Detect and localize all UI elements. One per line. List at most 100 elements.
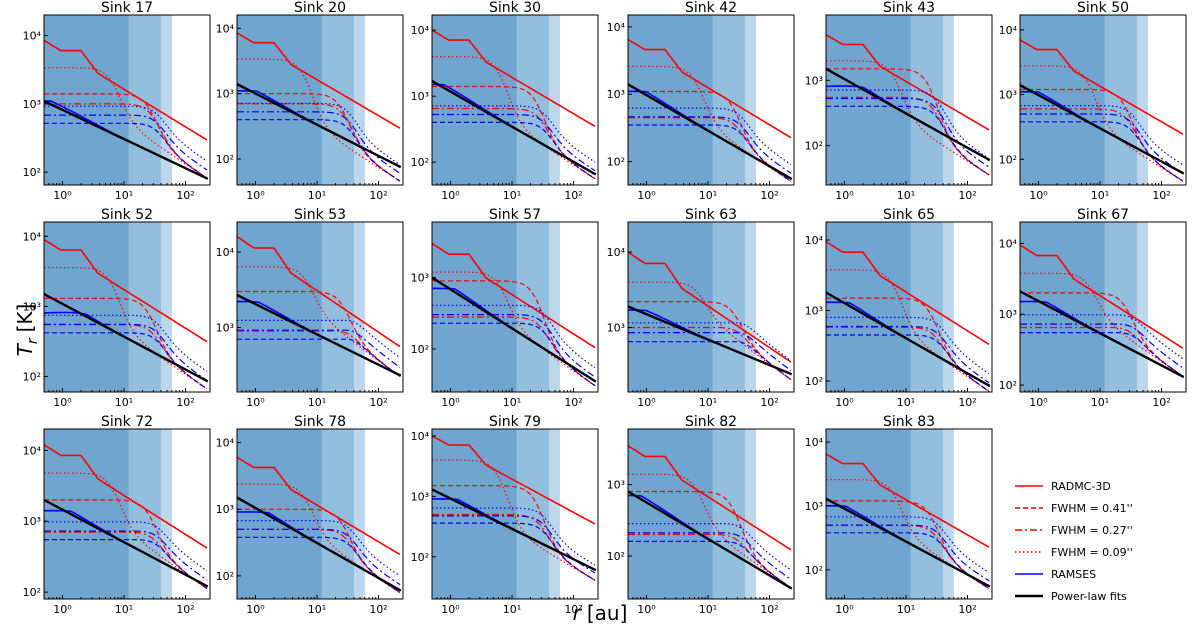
- y-axis-label: Tr[K]: [13, 304, 41, 357]
- legend-label: FWHM = 0.09'': [1051, 546, 1133, 559]
- shaded-band: [237, 222, 322, 392]
- x-tick-label: 10¹: [1091, 396, 1109, 409]
- radmc-line: [44, 444, 208, 549]
- series-group: [432, 29, 597, 180]
- radmc-line: [628, 38, 792, 139]
- fwhm-0.41-line: [1020, 88, 1184, 182]
- axes-frame: [627, 428, 795, 600]
- series-group: [237, 32, 402, 182]
- radmc-line: [432, 29, 596, 127]
- x-tick-label: 10¹: [897, 603, 915, 616]
- x-tick-label: 10¹: [699, 603, 717, 616]
- shaded-band: [745, 15, 756, 185]
- shaded-band: [1020, 222, 1105, 392]
- fwhm-0.27-line: [628, 117, 792, 182]
- x-tick-label: 10¹: [897, 189, 915, 202]
- fwhm-0.09-line: [432, 56, 596, 180]
- x-tick-label: 10¹: [503, 189, 521, 202]
- x-tick-label: 10¹: [503, 396, 521, 409]
- ramses-fwhm-0.09-line: [628, 322, 792, 362]
- y-tick-label: 10³: [805, 74, 823, 87]
- shaded-band: [432, 222, 517, 392]
- axes-frame: [431, 428, 599, 600]
- x-tick-label: 10²: [958, 396, 976, 409]
- ramses-fwhm-0.09-line: [1020, 105, 1184, 166]
- shaded-band: [516, 15, 550, 185]
- x-tick-label: 10⁰: [53, 603, 72, 616]
- shaded-band: [549, 429, 560, 599]
- x-tick-label: 10⁰: [637, 396, 656, 409]
- axes-frame: [43, 428, 211, 600]
- radmc-line: [826, 34, 990, 131]
- power-law-fit-line: [826, 291, 991, 388]
- panel-sink-42: 10⁰ 10¹ 10² 10² 10³ 10⁴ Sink 42: [607, 0, 795, 202]
- fwhm-0.09-line: [628, 473, 792, 589]
- shaded-band: [516, 429, 550, 599]
- shaded-band: [910, 429, 944, 599]
- y-tick-label: 10²: [216, 153, 234, 166]
- x-tick-label: 10⁰: [637, 189, 656, 202]
- series-group: [826, 453, 991, 590]
- panel-sink-53: 10⁰ 10¹ 10² 10³ 10⁴ Sink 53: [216, 207, 404, 409]
- panel-sink-17: 10⁰ 10¹ 10² 10² 10³ 10⁴ Sink 17: [23, 0, 211, 202]
- x-tick-label: 10¹: [308, 603, 326, 616]
- x-tick-label: 10⁰: [53, 189, 72, 202]
- x-tick-label: 10⁰: [637, 603, 656, 616]
- power-law-fit-line: [628, 83, 793, 181]
- y-tick-label: 10²: [607, 550, 625, 563]
- ramses-fwhm-0.09-line: [628, 107, 792, 165]
- axes-frame: [43, 221, 211, 393]
- panel-title: Sink 53: [294, 207, 346, 223]
- shaded-band: [432, 429, 517, 599]
- shaded-band: [1104, 222, 1138, 392]
- fwhm-0.27-line: [628, 533, 792, 589]
- fwhm-0.09-line: [432, 271, 596, 387]
- shaded-band: [745, 429, 756, 599]
- x-tick-label: 10²: [760, 189, 778, 202]
- panel-sink-63: 10⁰ 10¹ 10² 10³ 10⁴ Sink 63: [607, 207, 795, 409]
- x-tick-label: 10¹: [115, 603, 133, 616]
- legend-label: RADMC-3D: [1051, 480, 1111, 493]
- y-tick-label: 10³: [216, 322, 234, 335]
- radmc-line: [432, 242, 596, 349]
- x-tick-label: 10¹: [308, 189, 326, 202]
- y-tick-label: 10⁴: [411, 24, 430, 37]
- panel-title: Sink 43: [883, 0, 935, 16]
- panel-sink-50: 10⁰ 10¹ 10² 10² 10³ 10⁴ Sink 50: [999, 0, 1187, 202]
- radmc-line: [237, 456, 401, 556]
- x-tick-label: 10⁰: [1029, 396, 1048, 409]
- radmc-line: [628, 251, 792, 363]
- panel-sink-20: 10⁰ 10¹ 10² 10² 10³ 10⁴ Sink 20: [216, 0, 404, 202]
- x-tick-label: 10⁰: [441, 603, 460, 616]
- shaded-band: [826, 222, 911, 392]
- y-tick-label: 10⁴: [805, 234, 824, 247]
- series-group: [44, 444, 209, 590]
- axes-frame: [825, 14, 993, 186]
- shaded-band: [745, 222, 756, 392]
- series-group: [628, 38, 793, 182]
- y-tick-label: 10²: [999, 379, 1017, 392]
- shaded-band: [910, 222, 944, 392]
- y-tick-label: 10²: [23, 586, 41, 599]
- ramses-fwhm-0.09-line: [44, 105, 208, 162]
- fwhm-0.27-line: [432, 513, 596, 581]
- ramses-fwhm-0.09-line: [432, 507, 596, 566]
- radmc-line: [1020, 39, 1184, 135]
- y-tick-label: 10³: [805, 500, 823, 513]
- fwhm-0.27-line: [628, 326, 792, 381]
- ramses-fwhm-0.27-line: [826, 325, 990, 384]
- ramses-fwhm-0.41-line: [826, 334, 990, 392]
- panel-grid: 10⁰ 10¹ 10² 10² 10³ 10⁴ Sink 17 10⁰ 10¹ 10² 10² 10³…: [23, 0, 1187, 616]
- y-tick-label: 10²: [216, 570, 234, 583]
- shaded-band: [44, 15, 129, 185]
- series-group: [432, 435, 597, 581]
- y-tick-label: 10⁴: [999, 237, 1018, 250]
- shaded-band: [549, 222, 560, 392]
- y-tick-label: 10³: [411, 490, 429, 503]
- ramses-fwhm-0.41-line: [826, 105, 990, 176]
- series-group: [1020, 244, 1185, 379]
- fwhm-0.09-line: [44, 472, 208, 590]
- fwhm-0.09-line: [237, 58, 401, 182]
- y-tick-label: 10⁴: [23, 230, 42, 243]
- shaded-band: [128, 429, 162, 599]
